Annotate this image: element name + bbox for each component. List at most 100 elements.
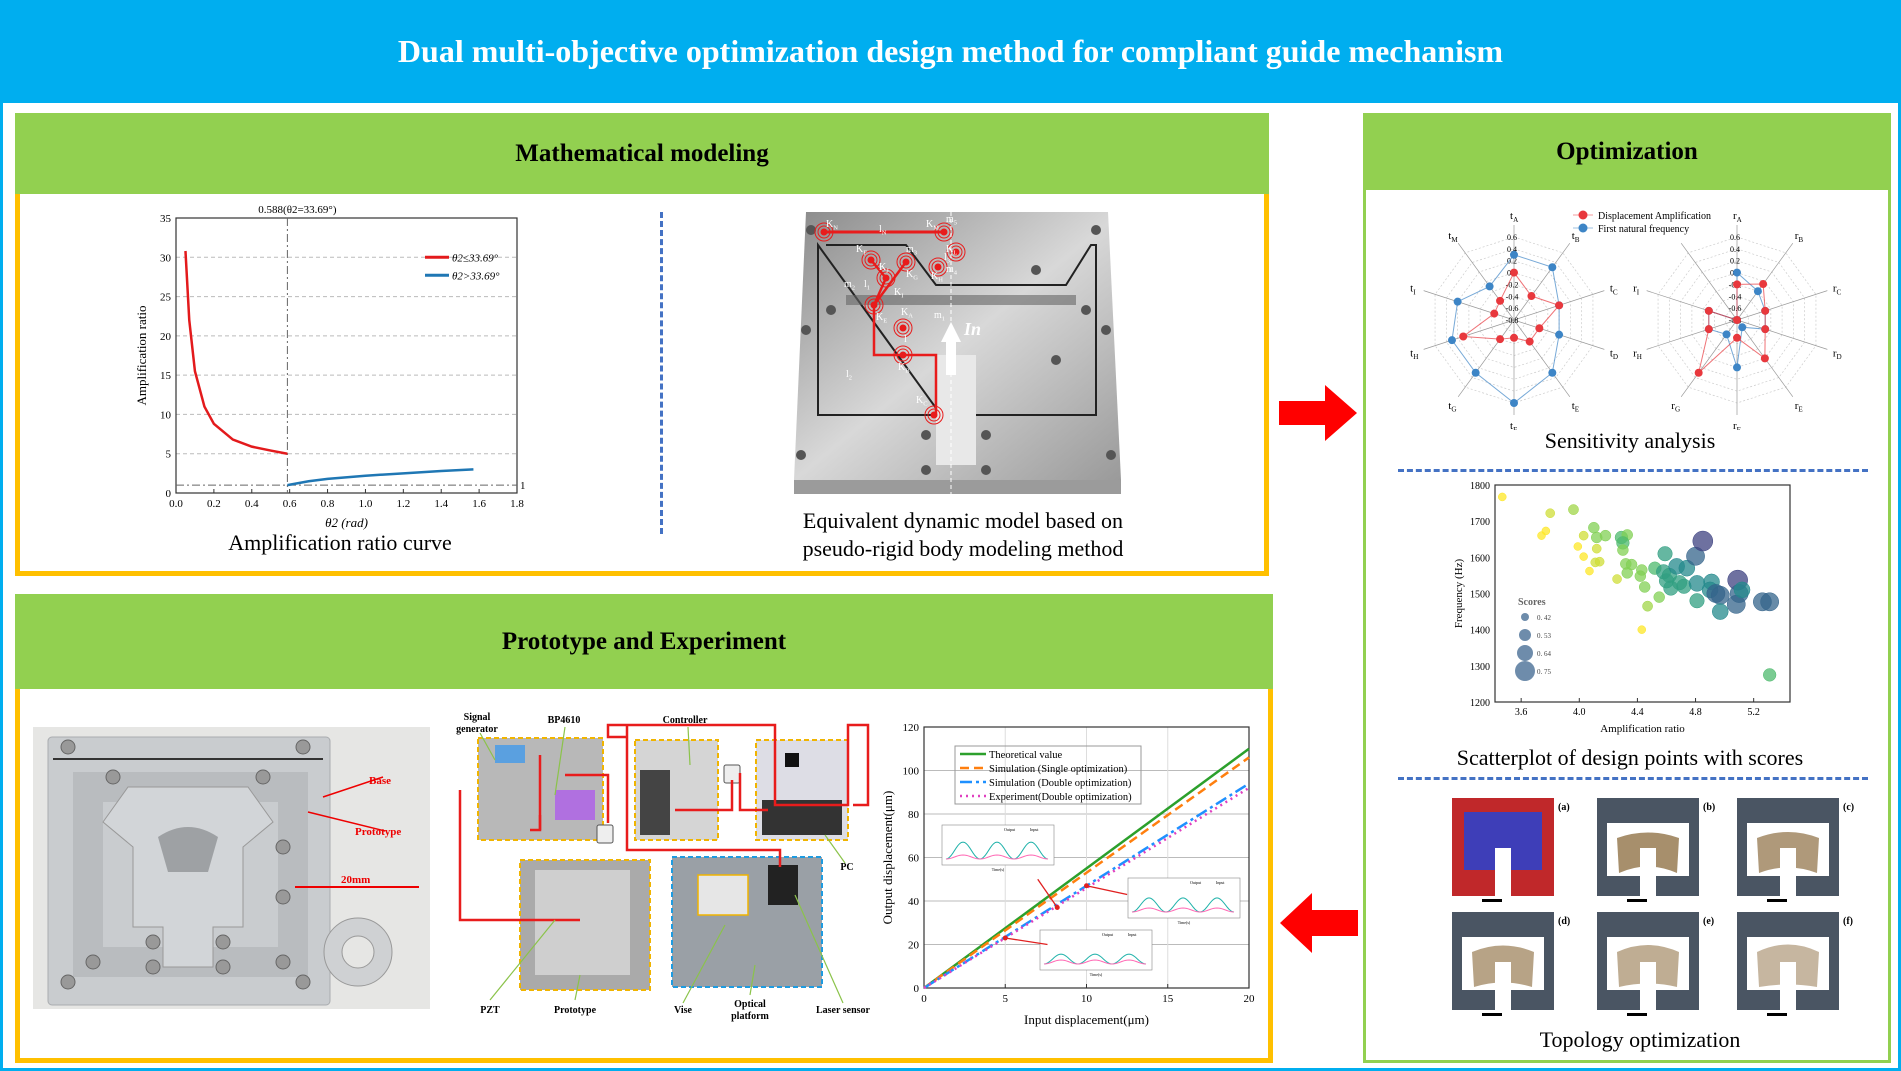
y-tick-label: 15 <box>160 370 172 382</box>
model-label: m3 <box>906 244 917 257</box>
legend-label: Experiment(Double optimization) <box>989 792 1132 803</box>
radar-point <box>1527 292 1536 301</box>
slot-outline <box>817 241 1097 416</box>
radar-point <box>1694 368 1703 377</box>
radar-ring <box>1680 260 1794 380</box>
radar-point <box>1525 337 1534 346</box>
y-tick-label: 5 <box>166 449 172 461</box>
y-tick-label: 1700 <box>1470 517 1490 528</box>
model-label: KC <box>916 395 928 408</box>
y-tick-label: 80 <box>908 809 920 821</box>
mechanism <box>102 786 274 968</box>
spring-joint-icon <box>931 260 945 274</box>
radar-point <box>1496 335 1505 344</box>
inset-legend-input: Input <box>1128 932 1137 937</box>
model-label: KA <box>901 307 913 320</box>
data-point <box>1617 544 1629 556</box>
radar-tick-label: 0.2 <box>1730 257 1740 266</box>
x-axis-label: Input displacement(μm) <box>1024 1012 1149 1027</box>
x-tick-label: 1.2 <box>396 498 410 510</box>
page-title: Dual multi-objective optimization design… <box>0 0 1901 103</box>
data-point <box>1578 530 1589 541</box>
center-cutout <box>158 827 218 872</box>
screw <box>275 954 291 970</box>
radar-point <box>1761 325 1770 334</box>
radar-axis <box>1423 290 1515 321</box>
connection-wire <box>738 773 768 812</box>
screw <box>85 954 101 970</box>
flow-arrow-right-icon <box>1279 385 1357 441</box>
legend-marker <box>1517 645 1533 661</box>
radar-axis-label: rI <box>1633 283 1640 297</box>
section-divider <box>1398 777 1868 780</box>
pointer-arrow <box>1086 885 1128 896</box>
input-label: In <box>963 319 981 339</box>
scale-bar <box>1767 1013 1787 1016</box>
pointer-line <box>489 919 556 1001</box>
prototype-title: Prototype and Experiment <box>15 594 1273 689</box>
radar-axis-label: tI <box>1410 283 1416 297</box>
pointer-line <box>824 834 846 864</box>
inset-input-line <box>945 854 1049 860</box>
scale-bar <box>1482 899 1502 902</box>
spring-joint-icon <box>896 321 910 335</box>
input-stem <box>1780 962 1796 1010</box>
topology-tag: (a) <box>1558 802 1570 813</box>
data-point <box>1545 508 1556 519</box>
optical-platform-label: platform <box>731 1011 769 1022</box>
y-tick-label: 1500 <box>1470 590 1490 601</box>
signal-generator-label: generator <box>456 724 498 735</box>
legend-marker <box>1578 223 1588 233</box>
y-tick-label: 25 <box>160 292 172 304</box>
series-line <box>923 756 1250 990</box>
data-point <box>1585 566 1594 576</box>
prototype-closeup-photo-border <box>519 859 651 991</box>
beam <box>846 295 1076 305</box>
radar-point <box>1471 368 1480 377</box>
y-axis-label: Frequency (Hz) <box>1453 559 1465 629</box>
power-outlet-icon <box>596 824 614 844</box>
radar-axis-label: tC <box>1610 283 1618 297</box>
hole <box>1081 305 1091 315</box>
radar-tick-label: -0.8 <box>1506 316 1519 325</box>
x-tick-label: 1.8 <box>510 498 524 510</box>
radar-point <box>1485 282 1494 291</box>
spring-joint-icon <box>940 228 948 236</box>
series-line <box>184 250 288 455</box>
legend-marker <box>1519 629 1531 641</box>
radar-axis-label: rC <box>1833 283 1842 297</box>
radar-axis <box>1423 319 1515 350</box>
radar-point <box>1490 309 1499 318</box>
connection-wire <box>675 780 734 812</box>
radar-tick-label: -0.2 <box>1506 280 1519 289</box>
topology-tag: (e) <box>1703 916 1714 927</box>
radar-point <box>1759 280 1768 289</box>
inset-legend-input: Input <box>1030 827 1039 832</box>
plate-edge <box>794 480 1121 494</box>
x-tick-label: 0.4 <box>245 498 259 510</box>
topology-tag: (c) <box>1843 802 1854 813</box>
model-label: KI <box>894 287 903 300</box>
spring-joint-icon <box>867 298 881 312</box>
topology-tag: (f) <box>1843 916 1853 927</box>
model-label: KB <box>898 362 910 375</box>
y-tick-label: 1800 <box>1470 481 1490 492</box>
data-point <box>1642 600 1653 612</box>
x-tick-label: 1.4 <box>434 498 448 510</box>
radar-point <box>1733 363 1741 372</box>
pointer-line <box>687 726 691 766</box>
plate <box>794 212 1121 480</box>
design-points-scatter: 1200 1300 1400 1500 1600 1700 1800 3.6 4.0 4.4 4.8… <box>1453 481 1791 735</box>
signal-generator-photo-border <box>477 737 604 841</box>
y-tick-label: 1300 <box>1470 662 1490 673</box>
input-stem <box>1495 962 1511 1010</box>
hole <box>1031 265 1041 275</box>
flow-arrow-left-icon <box>1280 893 1358 953</box>
spring-joint-icon <box>876 268 896 288</box>
radar-axis-label: rA <box>1733 210 1743 224</box>
radar-point <box>1753 287 1762 296</box>
legend-marker <box>1521 613 1529 621</box>
data-point <box>1612 574 1622 584</box>
legend-title: Scores <box>1518 597 1546 608</box>
x-tick-label: 0.0 <box>169 498 183 510</box>
